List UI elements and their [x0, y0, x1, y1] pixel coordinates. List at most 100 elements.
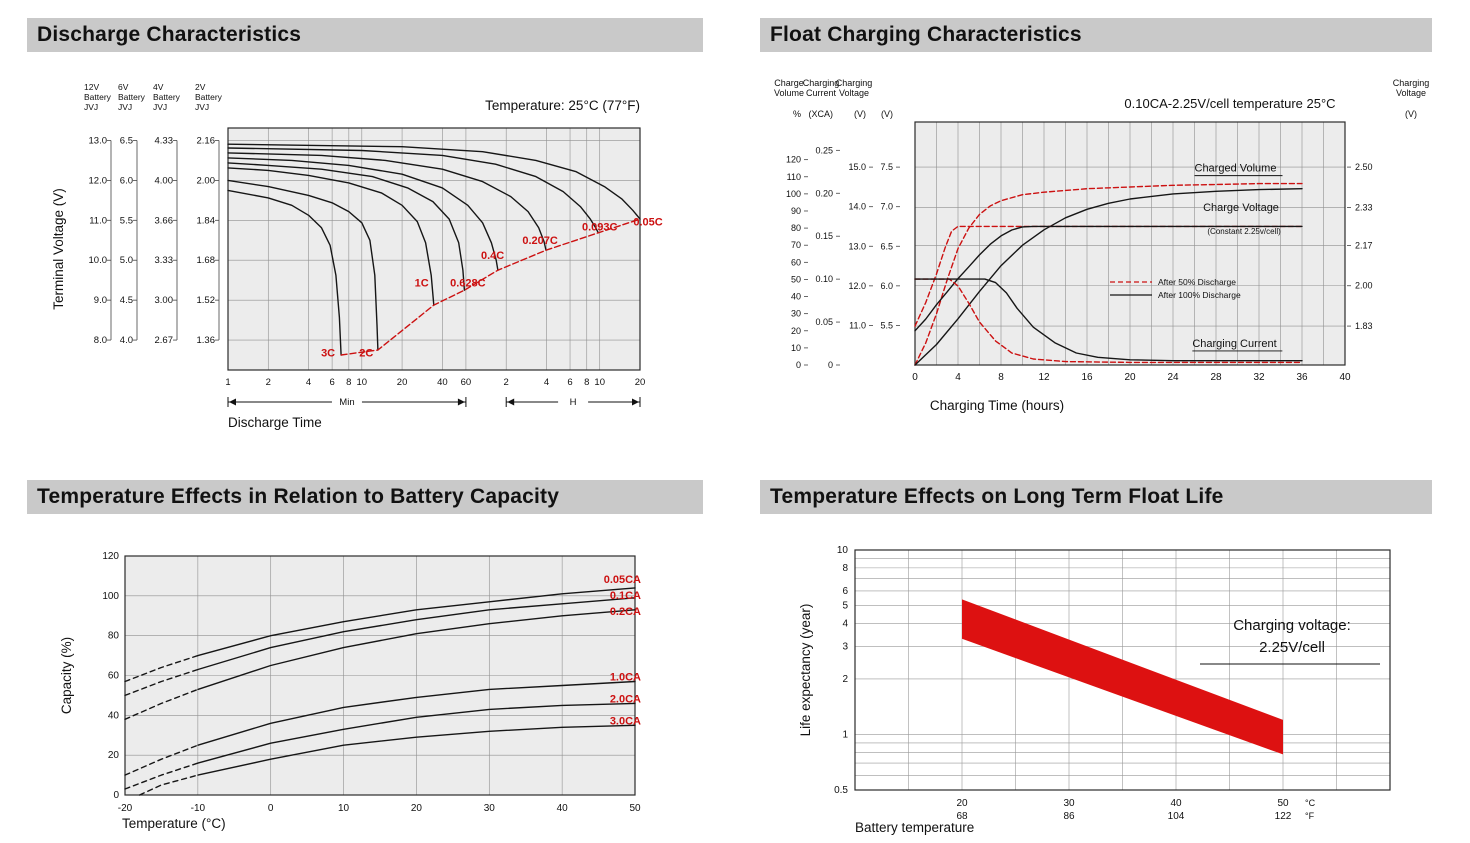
scale-value: 1.36 — [197, 335, 216, 346]
scale-value: 8.0 — [94, 335, 107, 346]
scale-value: 1.84 — [197, 215, 216, 226]
x-tick-label: 0 — [912, 372, 918, 383]
x-tick-label: 60 — [461, 377, 472, 388]
section-title-float-life: Temperature Effects on Long Term Float L… — [770, 485, 1224, 508]
section-title-temp-capacity: Temperature Effects in Relation to Batte… — [37, 485, 560, 508]
left-tick-label: 0 — [828, 360, 833, 370]
arrow-left-icon — [229, 398, 236, 406]
scale-header: Battery — [118, 92, 146, 102]
x-tick-fahrenheit: 86 — [1063, 811, 1075, 822]
x-tick-fahrenheit: 122 — [1275, 811, 1292, 822]
scale-value: 3.00 — [155, 295, 174, 306]
x-tick-label: -10 — [191, 803, 206, 814]
float-charging-characteristics-chart: 0 4 8 12 16 20 24 28 32 36 40 0 10 20 30 40 50 60 70 80 90 10… — [725, 60, 1470, 457]
arrow-right-icon — [632, 398, 639, 406]
x-tick-celsius: 30 — [1063, 798, 1075, 809]
capacity-curve-dashed-2.0CA — [124, 762, 199, 790]
scale-value: 5.0 — [120, 255, 133, 266]
left-tick-label: 5.5 — [880, 320, 893, 330]
y-tick-label: 8 — [842, 563, 848, 574]
float-curve-charge-voltage-after-50 — [914, 225, 1303, 327]
left-tick-label: 70 — [791, 240, 801, 250]
right-tick-label: 2.17 — [1355, 240, 1373, 250]
scale-value: 6.5 — [120, 135, 133, 146]
axis-unit: (V) — [1405, 109, 1417, 119]
discharge-curve-0.4C — [227, 157, 499, 271]
capacity-curve-dashed-0.05CA — [124, 654, 199, 683]
scale-header: JVJ — [195, 102, 209, 112]
axis-unit: (V) — [854, 109, 866, 119]
scale-value: 9.0 — [94, 295, 107, 306]
axis-header: Current — [806, 88, 837, 98]
plot-area — [228, 128, 640, 370]
x-tick-label: 2 — [266, 377, 271, 388]
charging-voltage-annotation: Charging voltage: — [1233, 617, 1351, 634]
x-tick-label: -20 — [118, 803, 133, 814]
left-tick-label: 7.5 — [880, 162, 893, 172]
scale-value: 4.33 — [155, 135, 174, 146]
left-tick-label: 80 — [791, 223, 801, 233]
x-tick-celsius: 50 — [1277, 798, 1289, 809]
rate-label-0.05CA: 0.05CA — [604, 574, 641, 586]
x-tick-label: 4 — [544, 377, 549, 388]
rate-label-1.0CA: 1.0CA — [610, 671, 641, 683]
x-tick-label: 10 — [357, 377, 368, 388]
plot-border — [227, 127, 641, 371]
discharge-chart-svg: 1 2 4 6 8 10 20 40 60 2 4 6 8 10 2012VBatteryJVJ6VBatt… — [51, 82, 663, 430]
x-tick-celsius: 40 — [1170, 798, 1182, 809]
plot-border — [854, 549, 1391, 791]
scale-value: 12.0 — [89, 175, 108, 186]
range-label-H: H — [570, 397, 577, 408]
x-tick-label: 0 — [268, 803, 274, 814]
y-tick-label: 40 — [108, 710, 120, 721]
left-tick-label: 20 — [791, 326, 801, 336]
arrow-left-icon — [507, 398, 515, 406]
float-life-chart: 10 8 6 5 4 3 2 1 0.5 20 68 30 86 40 104 50 122 °C °F Chargi… — [760, 520, 1470, 843]
scale-header: JVJ — [84, 102, 98, 112]
charging-voltage-annotation: 2.25V/cell — [1259, 639, 1325, 656]
x-tick-label: 8 — [998, 372, 1004, 383]
y-tick-label: 5 — [842, 601, 848, 612]
left-tick-label: 6.5 — [880, 241, 893, 251]
scale-header: 6V — [118, 82, 129, 92]
scale-header: JVJ — [118, 102, 132, 112]
range-label-Min: Min — [339, 397, 354, 408]
curve-label: Charged Volume — [1195, 163, 1277, 175]
rate-label-0.1CA: 0.1CA — [610, 590, 641, 602]
x-tick-label: 4 — [306, 377, 311, 388]
y-axis-title: Terminal Voltage (V) — [51, 188, 66, 310]
left-tick-label: 6.0 — [880, 281, 893, 291]
x-tick-label: 24 — [1167, 372, 1179, 383]
rate-label-1C: 1C — [415, 277, 429, 289]
float-curve-charge-voltage-after-100 — [914, 225, 1303, 332]
axis-header: Voltage — [839, 88, 869, 98]
scale-value: 4.0 — [120, 335, 133, 346]
scale-value: 5.5 — [120, 215, 133, 226]
capacity-curve-dashed-0.2CA — [124, 688, 199, 720]
rate-label-0.207C: 0.207C — [522, 235, 558, 247]
y-tick-label: 60 — [108, 671, 120, 682]
curve-label: (Constant 2.25v/cell) — [1207, 227, 1281, 236]
x-axis-title: Charging Time (hours) — [930, 398, 1064, 413]
left-tick-label: 0.20 — [815, 188, 833, 198]
y-tick-label: 2 — [842, 674, 848, 685]
left-tick-label: 30 — [791, 309, 801, 319]
capacity-curve-0.1CA — [197, 597, 636, 671]
x-tick-label: 2 — [504, 377, 509, 388]
axis-unit: % — [793, 109, 801, 119]
arrow-right-icon — [457, 398, 465, 406]
x-tick-label: 40 — [1339, 372, 1351, 383]
right-tick-label: 2.00 — [1355, 281, 1373, 291]
x-tick-fahrenheit: 68 — [956, 811, 968, 822]
x-tick-label: 4 — [955, 372, 961, 383]
legend-text: After 100% Discharge — [1158, 290, 1241, 300]
x-axis-title: Temperature (°C) — [122, 816, 226, 831]
y-tick-label: 20 — [108, 750, 120, 761]
y-tick-label: 0 — [113, 790, 119, 801]
capacity-curve-dashed-1.0CA — [124, 744, 199, 776]
x-tick-label: 32 — [1253, 372, 1265, 383]
left-tick-label: 50 — [791, 274, 801, 284]
x-tick-label: 8 — [346, 377, 351, 388]
scale-header: Battery — [84, 92, 112, 102]
